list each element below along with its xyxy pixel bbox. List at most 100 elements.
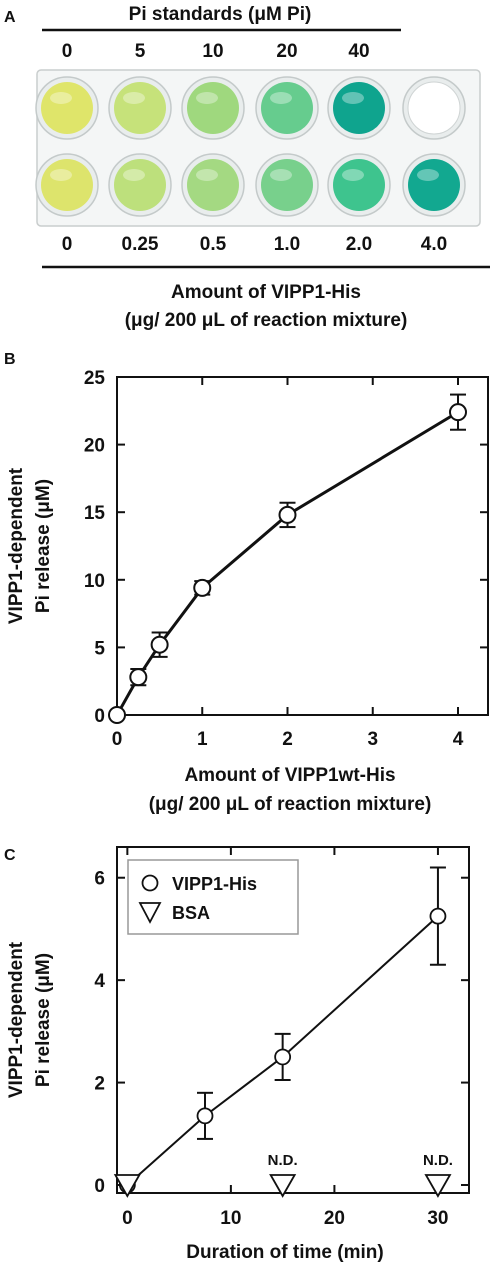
panel-b-xlabel-line2: (μg/ 200 μL of reaction mixture) bbox=[149, 794, 432, 815]
panel-b-ylabel-line2: Pi release (μM) bbox=[33, 479, 54, 613]
well-highlight bbox=[123, 92, 145, 104]
x-tick-label: 10 bbox=[220, 1208, 241, 1229]
x-tick-label: 30 bbox=[427, 1208, 448, 1229]
well bbox=[108, 153, 172, 217]
data-point bbox=[129, 668, 148, 687]
panel-b-x-axis: 0 1 2 3 4 bbox=[112, 377, 464, 750]
well-highlight bbox=[50, 92, 72, 104]
well-solution bbox=[114, 82, 166, 134]
panel-b-series bbox=[108, 393, 467, 724]
nd-annotation: N.D. bbox=[268, 1152, 298, 1169]
data-point bbox=[108, 706, 126, 724]
panel-a: A Pi standards (μM Pi) 0 5 10 20 40 0 0.25 0.5… bbox=[4, 4, 490, 331]
panel-c-ylabel-line1: VIPP1-dependent bbox=[6, 941, 27, 1098]
well-solution bbox=[333, 82, 385, 134]
x-tick-label: 3 bbox=[367, 729, 378, 750]
bsa-point bbox=[269, 1174, 297, 1198]
data-point bbox=[193, 578, 212, 597]
amount-label: 0.5 bbox=[200, 234, 227, 255]
well-solution bbox=[261, 159, 313, 211]
amount-label: 2.0 bbox=[346, 234, 372, 255]
data-point bbox=[150, 635, 169, 654]
standard-label: 20 bbox=[276, 41, 297, 62]
y-tick-label: 6 bbox=[94, 869, 105, 890]
well bbox=[402, 153, 466, 217]
well-highlight bbox=[50, 169, 72, 181]
well bbox=[181, 76, 245, 140]
legend-box bbox=[127, 859, 299, 935]
legend-triangle-marker bbox=[138, 902, 162, 924]
well-solution bbox=[333, 159, 385, 211]
panel-b-letter: B bbox=[4, 351, 16, 368]
panel-c-series: N.D. N.D. bbox=[113, 866, 453, 1198]
panel-c-letter: C bbox=[4, 847, 16, 864]
well bbox=[255, 76, 319, 140]
y-tick-label: 15 bbox=[84, 503, 106, 524]
panel-c-y-axis: 0 2 4 6 bbox=[94, 869, 469, 1197]
well-solution bbox=[261, 82, 313, 134]
panel-b-y-axis: 0 5 10 15 20 25 bbox=[84, 368, 488, 727]
standard-label: 0 bbox=[62, 41, 73, 62]
well bbox=[35, 76, 99, 140]
y-tick-label: 0 bbox=[94, 1176, 105, 1197]
standard-label: 40 bbox=[348, 41, 369, 62]
standards-title: Pi standards (μM Pi) bbox=[129, 4, 312, 25]
well-highlight bbox=[196, 169, 218, 181]
x-tick-label: 1 bbox=[197, 729, 208, 750]
panel-c-ylabel-line2: Pi release (μM) bbox=[33, 953, 54, 1087]
vipp1-point bbox=[274, 1048, 292, 1066]
panel-c-chart: C 0 2 4 6 0 10 20 30 N.D. N.D. VIPP1-His BSA VI… bbox=[4, 846, 470, 1263]
standard-label: 10 bbox=[202, 41, 223, 62]
vipp1-point bbox=[196, 1107, 214, 1125]
well bbox=[108, 76, 172, 140]
panel-c-xlabel: Duration of time (min) bbox=[186, 1242, 383, 1263]
well-highlight bbox=[196, 92, 218, 104]
x-tick-label: 0 bbox=[112, 729, 123, 750]
vipp1-line bbox=[126, 915, 439, 1186]
well bbox=[255, 153, 319, 217]
standard-label: 5 bbox=[135, 41, 146, 62]
x-tick-label: 20 bbox=[324, 1208, 345, 1229]
panel-a-xlabel-line2: (μg/ 200 μL of reaction mixture) bbox=[125, 310, 408, 331]
well-grid bbox=[35, 76, 466, 217]
well bbox=[181, 153, 245, 217]
amount-label: 0 bbox=[62, 234, 73, 255]
bsa-point bbox=[113, 1174, 141, 1198]
well bbox=[35, 153, 99, 217]
x-tick-label: 2 bbox=[282, 729, 293, 750]
well-highlight bbox=[417, 92, 439, 104]
vipp1-point bbox=[429, 907, 447, 925]
amount-label: 4.0 bbox=[421, 234, 447, 255]
well-highlight bbox=[270, 92, 292, 104]
panel-b-chart: B 0 5 10 15 20 25 0 1 2 3 4 VIPP1-dependent Pi re… bbox=[4, 351, 489, 815]
panel-b-plot-frame bbox=[116, 376, 489, 716]
amount-labels: 0 0.25 0.5 1.0 2.0 4.0 bbox=[62, 234, 448, 255]
well-solution bbox=[41, 82, 93, 134]
well-solution bbox=[187, 159, 239, 211]
well-solution bbox=[114, 159, 166, 211]
well-highlight bbox=[417, 169, 439, 181]
panel-a-letter: A bbox=[4, 9, 16, 26]
data-point bbox=[449, 403, 467, 422]
well bbox=[402, 76, 466, 140]
panel-b-xlabel-line1: Amount of VIPP1wt-His bbox=[184, 765, 395, 786]
panel-c-legend: VIPP1-His BSA bbox=[127, 859, 299, 935]
y-tick-label: 2 bbox=[94, 1074, 105, 1095]
well bbox=[327, 153, 391, 217]
x-tick-label: 0 bbox=[122, 1208, 133, 1229]
bsa-point bbox=[424, 1174, 452, 1198]
y-tick-label: 20 bbox=[84, 436, 105, 457]
standards-labels: 0 5 10 20 40 bbox=[62, 41, 370, 62]
well-highlight bbox=[342, 92, 364, 104]
panel-c-plot-frame bbox=[116, 846, 470, 1194]
well-solution bbox=[407, 81, 461, 135]
amount-label: 0.25 bbox=[122, 234, 159, 255]
well-solution bbox=[187, 82, 239, 134]
legend-label-vipp1: VIPP1-His bbox=[172, 874, 257, 894]
well bbox=[327, 76, 391, 140]
panel-b-ylabel-line1: VIPP1-dependent bbox=[6, 467, 27, 624]
well-highlight bbox=[270, 169, 292, 181]
well-highlight bbox=[342, 169, 364, 181]
y-tick-label: 25 bbox=[84, 368, 106, 389]
